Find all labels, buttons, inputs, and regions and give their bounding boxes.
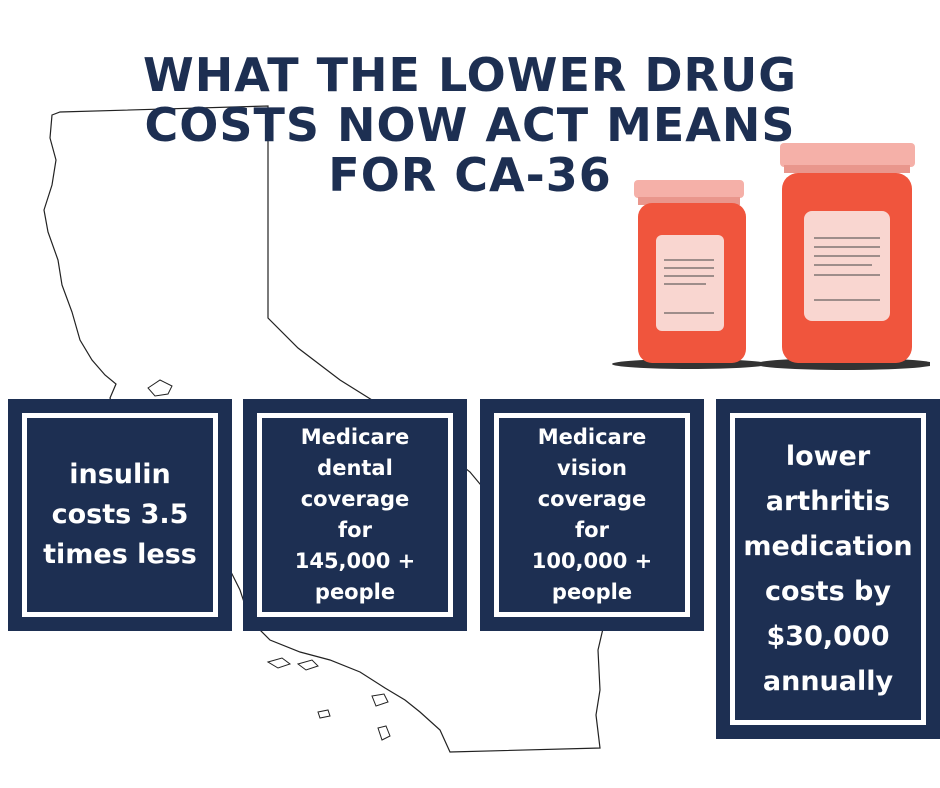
- card-line: Medicare: [300, 425, 410, 449]
- card-line: lower: [785, 441, 871, 472]
- card-line: dental: [317, 456, 393, 480]
- page-title: WHAT THE LOWER DRUG COSTS NOW ACT MEANS …: [60, 50, 880, 200]
- vision-coverage-card: Medicare vision coverage for 100,000 + p…: [480, 399, 704, 631]
- card-line: for: [575, 518, 609, 542]
- dental-coverage-card: Medicare dental coverage for 145,000 + p…: [243, 399, 467, 631]
- card-line: annually: [762, 666, 894, 697]
- card-line: coverage: [537, 487, 647, 511]
- card-line: for: [338, 518, 372, 542]
- card-line: people: [551, 580, 633, 604]
- card-line: times less: [43, 539, 197, 570]
- insulin-card: insulin costs 3.5 times less: [8, 399, 232, 631]
- card-line: 100,000 +: [531, 549, 653, 573]
- card-line: costs by: [765, 576, 891, 607]
- title-line: COSTS NOW ACT MEANS: [144, 98, 796, 152]
- pill-bottles-illustration: [612, 143, 930, 370]
- card-line: costs 3.5: [51, 499, 189, 530]
- card-line: insulin: [69, 459, 171, 490]
- card-line: 145,000 +: [294, 549, 416, 573]
- card-line: coverage: [300, 487, 410, 511]
- title-line: WHAT THE LOWER DRUG: [142, 48, 798, 102]
- card-line: Medicare: [537, 425, 647, 449]
- title-line: FOR CA-36: [328, 148, 612, 202]
- arthritis-medication-card: lower arthritis medication costs by $30,…: [716, 399, 940, 739]
- card-line: vision: [557, 456, 627, 480]
- card-line: medication: [743, 531, 913, 562]
- card-line: $30,000: [766, 621, 890, 652]
- card-line: people: [314, 580, 396, 604]
- card-line: arthritis: [765, 486, 891, 517]
